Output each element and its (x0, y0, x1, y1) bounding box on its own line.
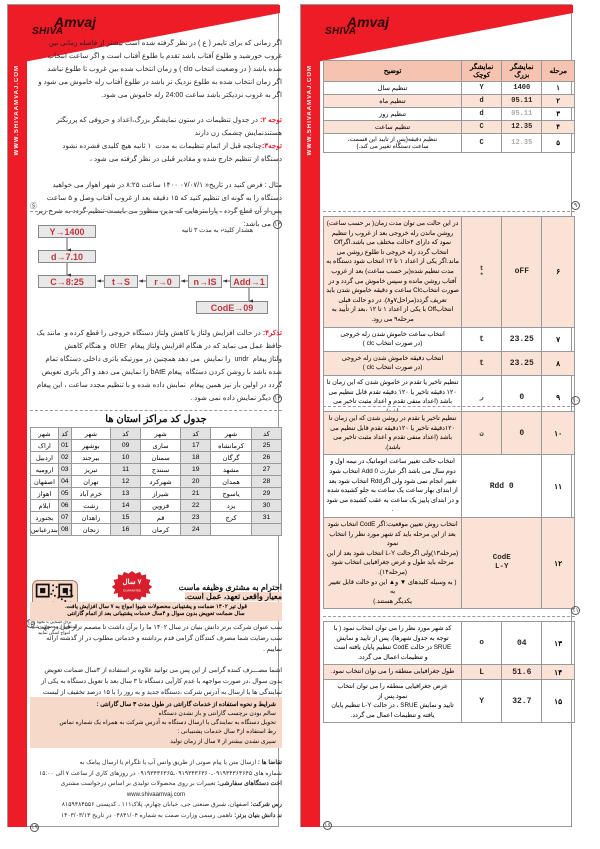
svg-text:٧ سال: ٧ سال (123, 578, 142, 586)
svg-text:GUARANTEE: GUARANTEE (123, 588, 141, 592)
